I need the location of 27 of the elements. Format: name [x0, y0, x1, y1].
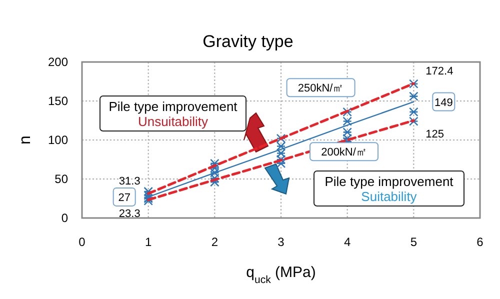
data-label: 27	[118, 192, 130, 204]
annotation: Unsuitability	[138, 114, 209, 129]
y-tick-label: 0	[61, 211, 68, 225]
x-tick-label: 0	[78, 235, 86, 249]
x-tick-label: 3	[278, 235, 285, 249]
data-label: 31.3	[118, 176, 140, 188]
annotation: Pile type improvement	[324, 174, 454, 189]
x-axis-title: q$_{uck}$ (MPa)	[246, 264, 316, 286]
x-tick-label: 6	[476, 235, 484, 249]
y-tick-label: 100	[48, 133, 68, 147]
data-label: 125	[426, 128, 444, 140]
data-label: 172.4	[426, 66, 454, 78]
data-label: 149	[434, 96, 453, 109]
y-axis-title: n	[17, 136, 34, 144]
y-tick-label: 200	[48, 55, 68, 69]
annotation: Pile type improvement	[108, 99, 238, 114]
series-label: 250kN/㎡	[298, 82, 344, 95]
annotation: Suitability	[361, 189, 418, 204]
chart-title: Gravity type	[202, 32, 294, 51]
x-tick-label: 1	[144, 235, 152, 249]
series-label: 200kN/㎡	[321, 146, 367, 159]
x-tick-label: 2	[211, 235, 218, 249]
x-tick-label: 4	[344, 235, 351, 249]
y-tick-label: 50	[54, 172, 68, 186]
y-tick-label: 150	[48, 94, 68, 108]
data-label: 23.3	[118, 208, 140, 220]
x-tick-label: 5	[410, 235, 418, 249]
